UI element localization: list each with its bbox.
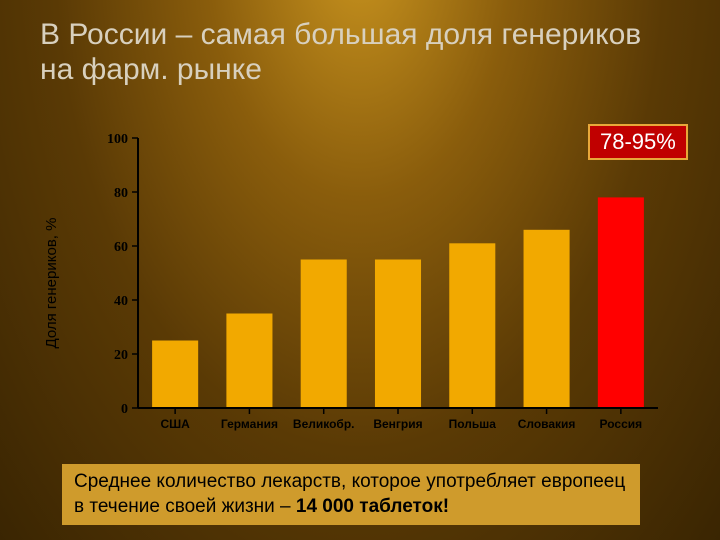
svg-text:0: 0 (121, 402, 128, 417)
x-tick-label: Венгрия (373, 417, 422, 431)
svg-text:80: 80 (114, 186, 128, 201)
bar (152, 341, 198, 409)
bar (449, 243, 495, 408)
x-tick-label: Германия (221, 417, 278, 431)
svg-text:60: 60 (114, 240, 128, 255)
slide: В России – самая большая доля генериков … (0, 0, 720, 540)
slide-title: В России – самая большая доля генериков … (40, 18, 680, 87)
x-tick-label: Великобр. (293, 417, 355, 431)
y-axis-label: Доля генериков, % (43, 128, 60, 438)
svg-text:40: 40 (114, 294, 128, 309)
chart-svg: 0 20 40 60 80 100 США Германия Великобр. Венгрия П… (88, 128, 668, 438)
bar (301, 260, 347, 409)
x-tick-label: Словакия (518, 417, 576, 431)
bar (598, 197, 644, 408)
x-tick-label: США (160, 417, 190, 431)
bar (524, 230, 570, 408)
bar-chart: 0 20 40 60 80 100 США Германия Великобр. Венгрия П… (88, 128, 668, 438)
svg-text:100: 100 (107, 132, 128, 147)
bottom-caption-bold: 14 000 таблеток! (296, 496, 449, 517)
bottom-caption: Среднее количество лекарств, которое упо… (62, 464, 640, 525)
bar (226, 314, 272, 409)
x-tick-label: Польша (449, 417, 497, 431)
bar (375, 260, 421, 409)
x-tick-label: Россия (600, 417, 643, 431)
svg-text:20: 20 (114, 348, 128, 363)
